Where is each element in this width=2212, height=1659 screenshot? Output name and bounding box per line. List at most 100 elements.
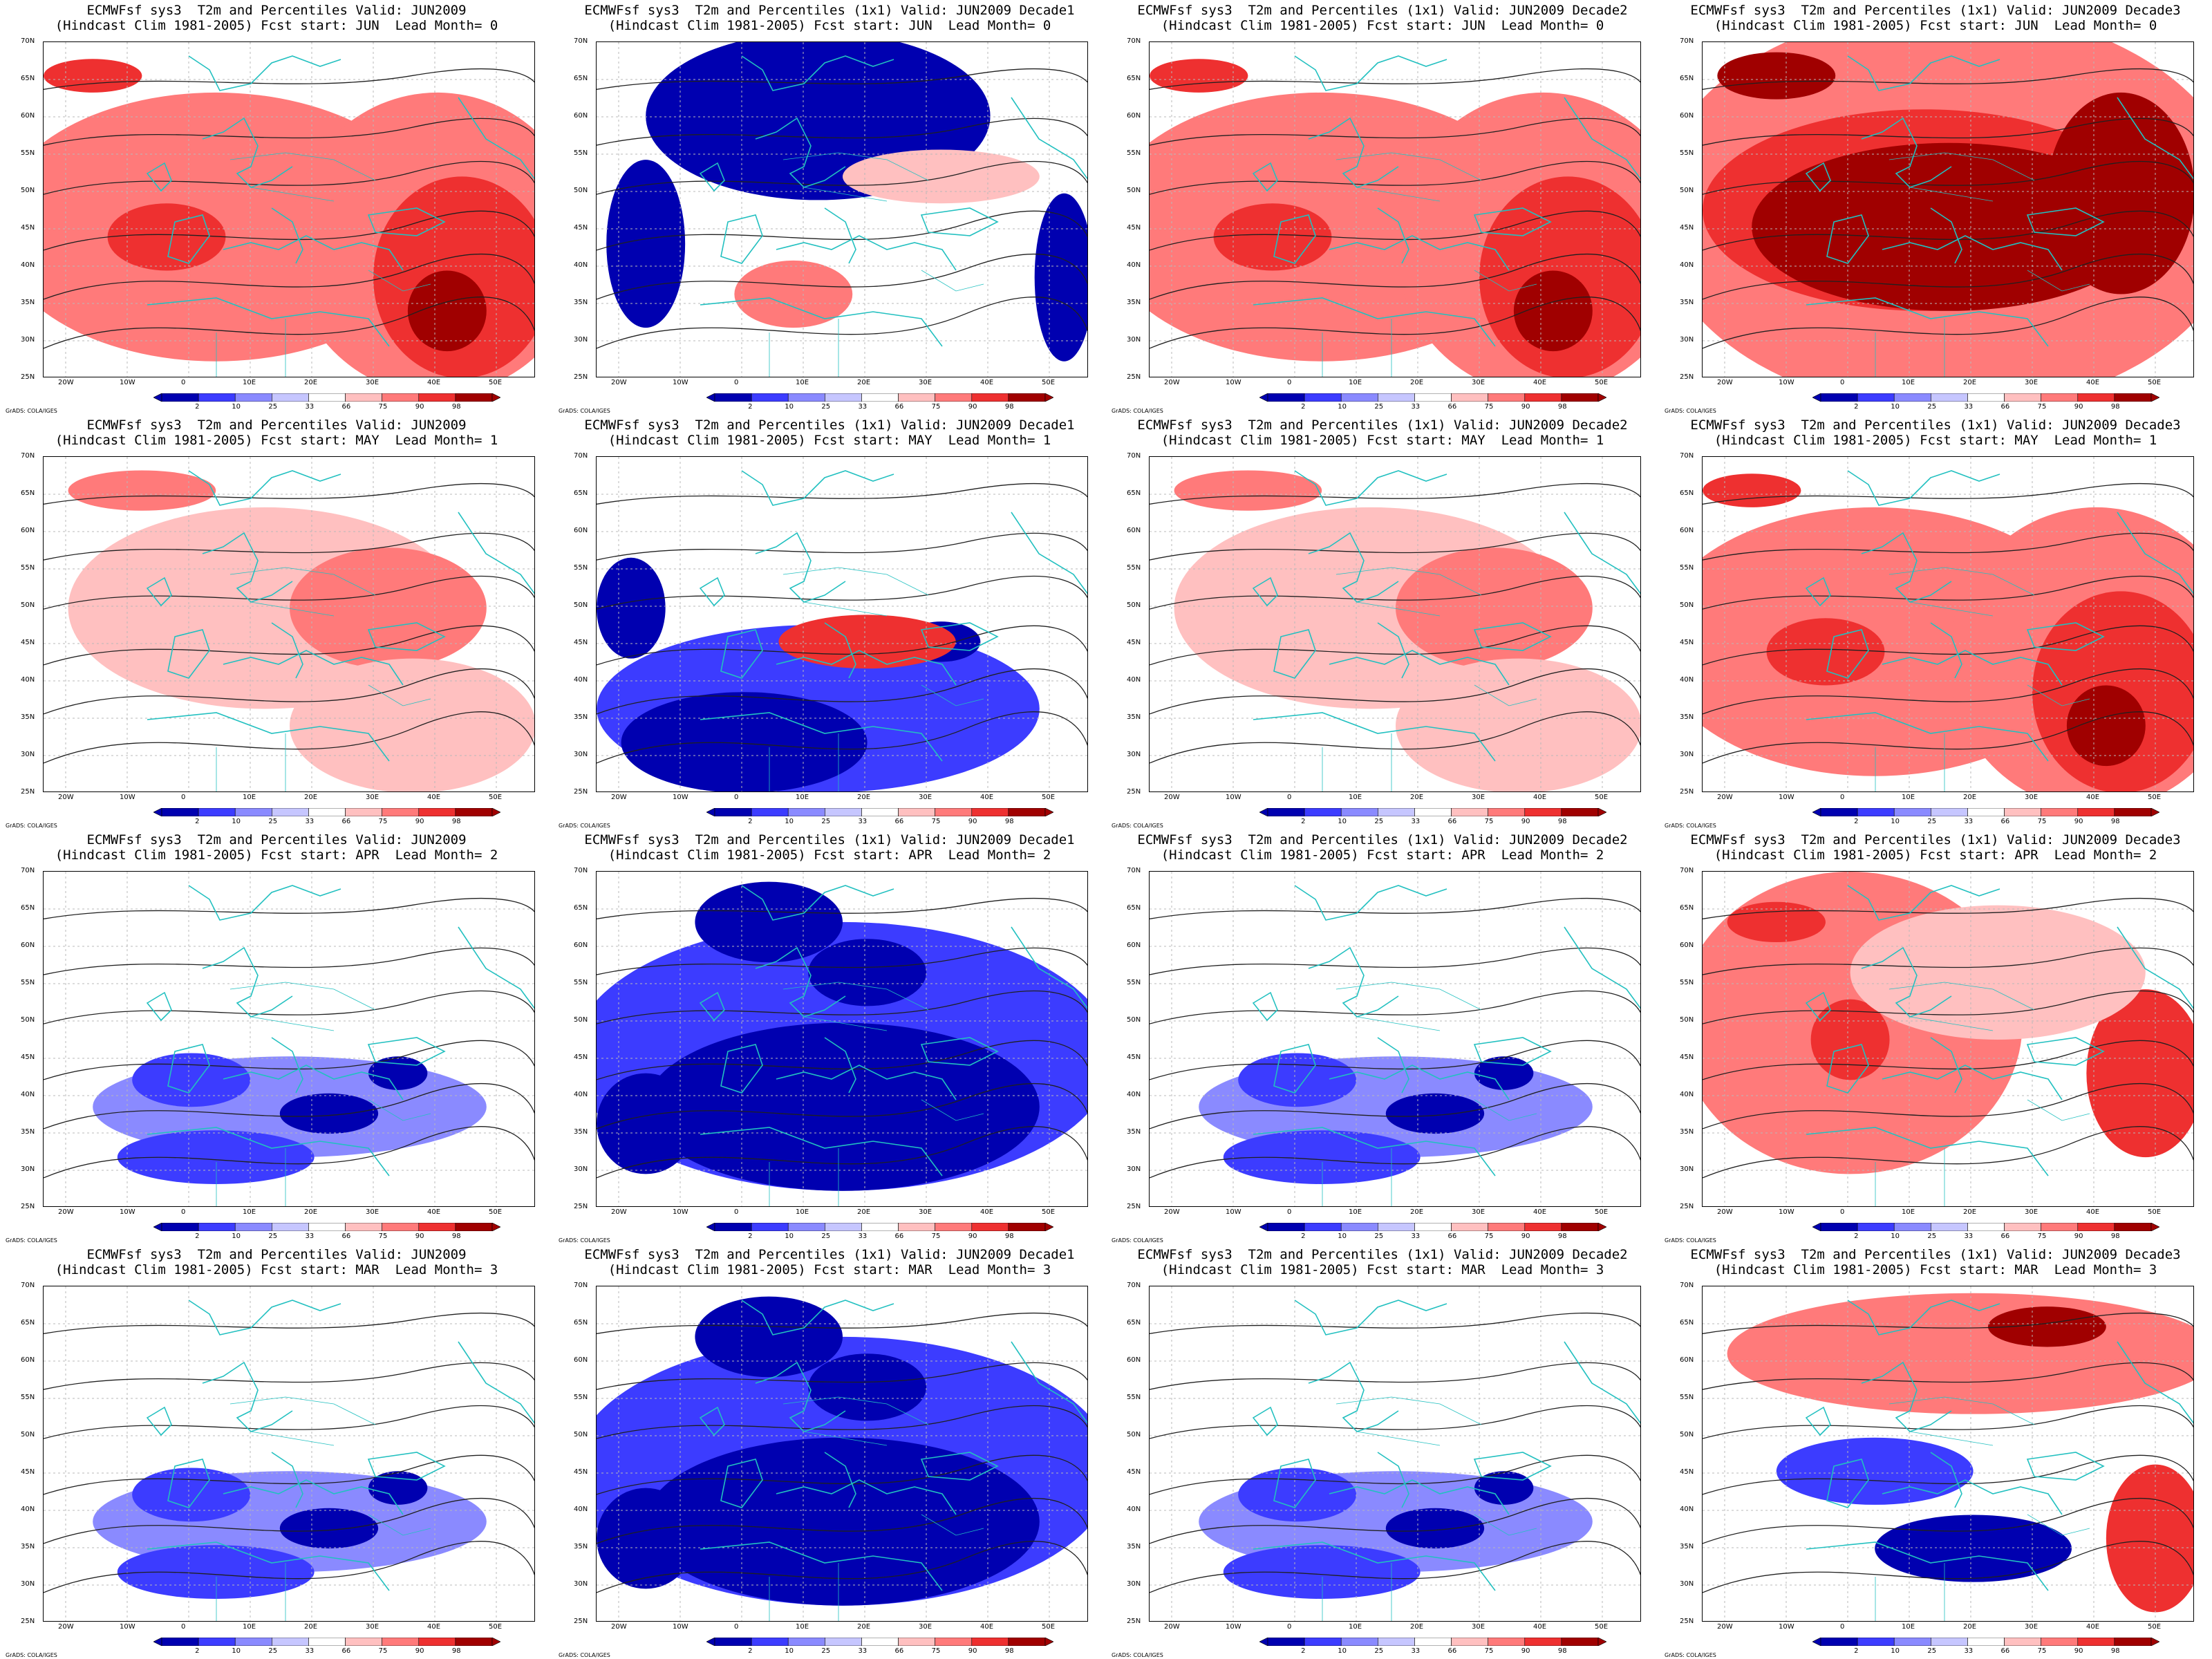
coastline [1806,297,2049,347]
forecast-panel: ECMWFsf sys3 T2m and Percentiles (1x1) V… [1659,415,2212,830]
coastline [741,1300,894,1335]
colorbar-segment [898,1638,935,1646]
coastline [1308,532,1399,603]
latitude-label: 30N [574,751,588,758]
colorbar-arrow-high [491,1223,500,1231]
temperature-percentile-map [596,871,1088,1207]
colorbar-label: 25 [821,1232,831,1240]
colorbar-segment [345,1223,382,1231]
isotherm [1150,625,1640,666]
border-line [1909,601,1994,617]
panel-title: ECMWFsf sys3 T2m and Percentiles (1x1) V… [584,418,1075,433]
longitude-label: 50E [1595,1623,1609,1631]
latitude-label: 60N [1680,1356,1694,1364]
colorbar-label: 66 [341,1232,351,1240]
percentile-area [1034,193,1087,362]
latitude-label: 70N [574,867,588,874]
colorbar-label: 66 [894,1232,904,1240]
latitude-label: 30N [1680,336,1694,344]
colorbar-arrow-low [153,1638,162,1646]
border-line [368,270,431,292]
coastline [271,1037,303,1094]
border-line [1335,982,1482,1011]
latitude-label: 50N [1680,1431,1694,1438]
colorbar-segment [234,393,272,402]
coastline [1930,207,1962,264]
isotherm [1150,482,1640,505]
colorbar-segment [1893,808,1931,816]
colorbar-label: 25 [268,1232,278,1240]
percentile-area [734,260,853,328]
longitude-label: 20E [1963,1623,1977,1631]
latitude-label: 70N [1127,867,1141,874]
percentile-shading [1150,59,1640,377]
percentile-area [1396,547,1593,669]
border-line [2027,1514,2090,1536]
latitude-label: 55N [21,564,35,572]
colorbar-segment [751,1223,789,1231]
percentile-area [695,1296,843,1378]
longitude-label: 20E [304,794,318,801]
temperature-contours [597,482,1087,764]
coastline [1377,1037,1409,1094]
colorbar-segment [1524,1638,1562,1646]
coastline [720,629,763,679]
coastlines [1805,470,2193,762]
colorbar-arrow-low [706,1223,715,1231]
latitude-label: 50N [1127,1431,1141,1438]
panel-subtitle: (Hindcast Clim 1981-2005) Fcst start: MA… [1161,1262,1604,1277]
grads-credit: GrADS: COLA/IGES [1665,1237,1716,1244]
latitude-label: 35N [1127,1543,1141,1550]
latitude-label: 45N [1127,639,1141,646]
colorbar-segment [861,1638,899,1646]
longitude-label: 0 [181,794,186,801]
latitude-label: 35N [1127,1128,1141,1136]
colorbar-segment [308,393,346,402]
latitude-label: 25N [574,788,588,796]
colorbar-segment [1893,393,1931,402]
latitude-label: 25N [21,1618,35,1625]
longitude-label: 30E [1472,794,1485,801]
border-line [803,187,888,202]
coastline [188,885,341,921]
coastline [271,622,303,679]
colorbar-label: 33 [1411,818,1421,825]
colorbar-segment [2114,1223,2152,1231]
isotherm [597,1040,1087,1080]
latitude-label: 65N [1127,904,1141,912]
panel-subtitle: (Hindcast Clim 1981-2005) Fcst start: JU… [608,18,1051,33]
panel-title: ECMWFsf sys3 T2m and Percentiles Valid: … [86,832,467,847]
latitude-label: 70N [1680,867,1694,874]
coastline [188,55,341,91]
latitude-label: 70N [1680,452,1694,460]
colorbar-segment [161,393,199,402]
colorbar-label: 66 [894,818,904,825]
colorbar-label: 10 [785,1232,794,1240]
latitude-label: 40N [1680,261,1694,269]
latitude-label: 45N [574,1468,588,1476]
isotherm [1150,68,1640,90]
coastlines [1252,470,1640,762]
isotherm [1703,482,2193,505]
percentile-colorbar [706,808,1053,816]
colorbar-segment [1820,1223,1858,1231]
coastline [202,117,293,188]
latitude-label: 40N [21,676,35,684]
longitude-label: 10E [1902,794,1915,801]
isotherm [1150,297,1640,349]
colorbar-label: 75 [378,403,388,411]
isotherm [597,1362,1087,1390]
grads-credit: GrADS: COLA/IGES [559,408,610,414]
latitude-label: 45N [1680,1053,1694,1061]
longitude-label: 0 [1840,1623,1845,1631]
colorbar-label: 75 [931,818,941,825]
latitude-label: 50N [21,1431,35,1438]
colorbar-label: 90 [1521,1647,1530,1655]
colorbar-segment [971,1223,1009,1231]
latitude-label: 25N [1127,373,1141,381]
latitude-label: 30N [1680,1165,1694,1173]
latitude-label: 70N [574,37,588,45]
coastline [223,650,404,686]
latitude-label: 70N [1680,1282,1694,1289]
colorbar-arrow-low [1812,808,1821,816]
